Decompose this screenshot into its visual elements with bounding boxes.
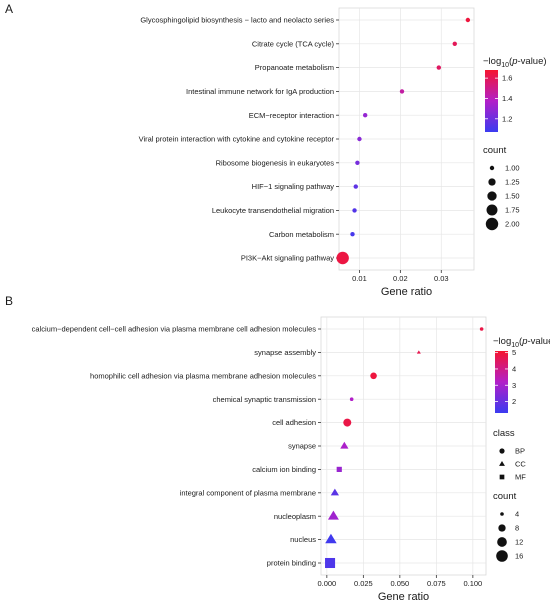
y-tick-label: Propanoate metabolism	[255, 63, 334, 72]
size-legend-key	[487, 191, 497, 201]
y-tick-label: Intestinal immune network for IgA produc…	[186, 87, 334, 96]
size-legend-label: 1.25	[505, 178, 520, 187]
size-legend-title: count	[483, 145, 507, 156]
x-tick-label: 0.100	[463, 579, 482, 588]
x-tick-label: 0.03	[434, 274, 449, 283]
y-tick-label: homophilic cell adhesion via plasma memb…	[90, 371, 316, 380]
size-legend-label: 16	[515, 552, 523, 561]
y-tick-label: calcium ion binding	[252, 465, 316, 474]
colorbar	[485, 70, 498, 132]
x-tick-label: 0.075	[427, 579, 446, 588]
y-tick-label: integral component of plasma membrane	[180, 488, 316, 497]
colorbar-tick-label: 1.2	[502, 114, 512, 123]
shape-legend-label: CC	[515, 460, 526, 469]
size-legend-key	[485, 217, 499, 231]
size-legend-label: 4	[515, 510, 519, 519]
x-axis-label: Gene ratio	[381, 286, 432, 298]
data-point	[362, 113, 368, 118]
colorbar-tick-label: 4	[512, 365, 516, 374]
shape-legend-label: BP	[515, 447, 525, 456]
color-legend-title: −log10(p-value)	[483, 56, 547, 69]
data-point	[452, 41, 457, 46]
y-tick-label: PI3K−Akt signaling pathway	[241, 254, 334, 263]
x-tick-label: 0.01	[352, 274, 367, 283]
size-legend-label: 2.00	[505, 220, 520, 229]
colorbar	[495, 351, 508, 413]
y-tick-label: Citrate cycle (TCA cycle)	[252, 39, 335, 48]
data-point	[330, 488, 339, 496]
y-tick-label: Ribosome biogenesis in eukaryotes	[216, 158, 335, 167]
x-axis-label: Gene ratio	[378, 591, 429, 603]
size-legend-key	[486, 204, 498, 216]
data-point	[355, 160, 360, 165]
size-legend-label: 1.00	[505, 164, 520, 173]
shape-legend-label: MF	[515, 473, 526, 482]
data-point	[416, 350, 421, 354]
size-legend-key	[496, 550, 508, 562]
color-legend-title: −log10(p-value)	[493, 336, 550, 349]
panel-letter: B	[5, 294, 13, 308]
data-point	[340, 441, 349, 449]
y-tick-label: cell adhesion	[272, 418, 316, 427]
y-tick-label: synapse assembly	[254, 348, 316, 357]
y-tick-label: HIF−1 signaling pathway	[252, 182, 335, 191]
colorbar-tick-label: 3	[512, 381, 516, 390]
data-point	[327, 510, 339, 520]
size-legend-label: 1.75	[505, 206, 520, 215]
data-point	[353, 184, 358, 189]
size-legend-label: 12	[515, 538, 523, 547]
y-tick-label: Viral protein interaction with cytokine …	[139, 135, 335, 144]
data-point	[336, 466, 342, 472]
y-tick-label: nucleoplasm	[274, 512, 316, 521]
colorbar-tick-label: 5	[512, 348, 516, 357]
shape-legend-title: class	[493, 428, 515, 439]
y-tick-label: nucleus	[290, 535, 316, 544]
y-tick-label: Carbon metabolism	[269, 230, 334, 239]
shape-legend-key	[499, 474, 505, 480]
size-legend-key	[500, 512, 504, 516]
size-legend-key	[498, 524, 506, 532]
colorbar-tick-label: 2	[512, 397, 516, 406]
y-tick-label: Leukocyte transendothelial migration	[212, 206, 334, 215]
y-tick-label: chemical synaptic transmission	[213, 395, 316, 404]
data-point	[352, 208, 357, 213]
x-tick-label: 0.02	[393, 274, 408, 283]
data-point	[479, 327, 484, 331]
size-legend-title: count	[493, 491, 517, 502]
y-tick-label: ECM−receptor interaction	[249, 111, 334, 120]
size-legend-label: 1.50	[505, 192, 520, 201]
x-tick-label: 0.000	[317, 579, 336, 588]
data-point	[343, 418, 352, 427]
x-tick-label: 0.050	[390, 579, 409, 588]
data-point	[349, 397, 354, 402]
shape-legend-key	[499, 448, 505, 454]
data-point	[399, 89, 405, 94]
y-tick-label: protein binding	[267, 559, 316, 568]
panel-letter: A	[5, 2, 13, 16]
y-tick-label: synapse	[288, 442, 316, 451]
data-point	[336, 251, 349, 265]
size-legend-key	[488, 178, 496, 186]
data-point	[465, 17, 471, 23]
data-point	[350, 232, 355, 237]
y-tick-label: calcium−dependent cell−cell adhesion via…	[32, 325, 317, 334]
shape-legend-key	[499, 461, 505, 466]
size-legend-key	[497, 537, 507, 547]
data-point	[357, 136, 362, 142]
colorbar-tick-label: 1.6	[502, 74, 512, 83]
data-point	[436, 65, 442, 70]
data-point	[370, 372, 377, 380]
size-legend-key	[489, 165, 495, 171]
y-tick-label: Glycosphingolipid biosynthesis − lacto a…	[140, 16, 334, 25]
colorbar-tick-label: 1.4	[502, 94, 512, 103]
data-point	[325, 533, 337, 544]
data-point	[325, 557, 336, 569]
size-legend-label: 8	[515, 524, 519, 533]
x-tick-label: 0.025	[354, 579, 373, 588]
panel-b: B 0.000 0.025 0.050 0.075 0.100 Gene ratio calc…	[5, 294, 550, 603]
